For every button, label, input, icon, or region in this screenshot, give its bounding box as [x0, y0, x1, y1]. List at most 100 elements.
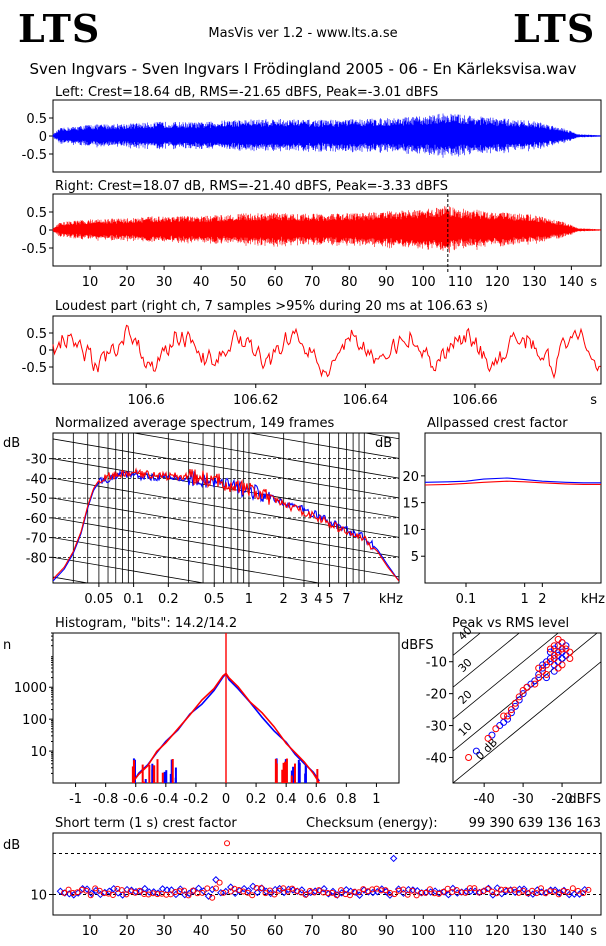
x-tick-label: 70	[304, 275, 321, 290]
short-term-crest-point-right	[284, 888, 291, 895]
slope-gridline	[53, 497, 399, 558]
short-term-crest-ylabel: dB	[3, 838, 20, 853]
x-tick-label: 0.05	[84, 592, 113, 607]
y-tick-label: -0.5	[22, 361, 47, 376]
spectrum-chart: Normalized average spectrum, 149 frames d…	[3, 416, 403, 607]
x-tick-label: 120	[485, 924, 510, 939]
short-term-crest-point-right	[413, 892, 420, 899]
x-tick-label: 20	[119, 275, 136, 290]
short-term-crest-point-left	[92, 886, 100, 895]
short-term-crest-point-right	[529, 887, 536, 894]
peak-vs-rms-point-right	[542, 670, 550, 678]
short-term-crest-point-right	[418, 889, 425, 896]
short-term-crest-point-left	[244, 887, 253, 895]
short-term-crest-point-right	[564, 889, 571, 896]
peak-vs-rms-point-left	[500, 718, 508, 726]
short-term-crest-point-right	[280, 885, 287, 892]
y-tick-label: -0.5	[22, 148, 47, 163]
x-tick-label: 30	[156, 275, 173, 290]
x-unit-label: s	[590, 393, 597, 408]
x-tick-label: 50	[230, 924, 247, 939]
short-term-crest-point-left	[298, 886, 306, 894]
x-unit-label: s	[590, 924, 597, 939]
short-term-crest-point-right	[109, 892, 116, 899]
left-waveform-title: Left: Crest=18.64 dB, RMS=-21.65 dBFS, P…	[55, 85, 438, 100]
short-term-crest-point-right	[176, 888, 183, 895]
short-term-crest-point-left	[262, 887, 270, 896]
x-tick-label: 50	[230, 275, 247, 290]
x-tick-label: 106.62	[233, 393, 279, 408]
short-term-crest-point-right	[204, 885, 211, 892]
x-tick-label: -40	[474, 792, 495, 807]
x-tick-label: -1	[69, 792, 82, 807]
y-tick-label: 0.5	[26, 112, 47, 127]
short-term-crest-point-right	[87, 892, 94, 899]
short-term-crest-chart: Short term (1 s) crest factor Checksum (e…	[3, 816, 602, 939]
x-tick-label: 140	[559, 924, 584, 939]
short-term-crest-point-left	[167, 886, 176, 894]
peak-vs-rms-point-right	[492, 725, 500, 733]
crest-diagonal	[453, 661, 601, 783]
x-tick-label: 110	[448, 924, 473, 939]
short-term-crest-point-right	[163, 891, 170, 898]
x-tick-label: -0.2	[183, 792, 208, 807]
short-term-crest-point-right	[101, 890, 108, 897]
x-tick-label: 40	[193, 924, 210, 939]
short-term-crest-point-right	[569, 885, 576, 892]
short-term-crest-point-left	[431, 887, 439, 895]
x-tick-label: 80	[341, 275, 358, 290]
peak-vs-rms-point-right	[504, 712, 512, 720]
short-term-crest-point-right	[302, 891, 309, 898]
peak-vs-rms-frame	[452, 632, 602, 784]
peak-vs-rms-point-left	[550, 667, 558, 675]
short-term-crest-point-right	[324, 890, 331, 897]
short-term-crest-point-right	[346, 892, 353, 899]
peak-vs-rms-point-right	[519, 686, 527, 694]
short-term-crest-point-left	[449, 884, 457, 893]
x-unit-label: dBFS	[568, 792, 601, 807]
short-term-crest-point-left	[118, 891, 127, 899]
y-tick-label: 15	[402, 497, 419, 512]
short-term-crest-point-right	[320, 889, 327, 896]
x-tick-label: 0.2	[158, 592, 179, 607]
short-term-crest-point-right	[426, 886, 433, 893]
short-term-crest-point-right	[493, 890, 500, 897]
peak-vs-rms-point-right	[484, 734, 492, 742]
x-tick-label: 130	[522, 924, 547, 939]
short-term-crest-point-left	[520, 885, 528, 893]
y-tick-label: -40	[426, 751, 447, 766]
x-tick-label: 100	[411, 924, 436, 939]
right-waveform-chart: Right: Crest=18.07 dB, RMS=-21.40 dBFS, …	[22, 179, 602, 290]
short-term-crest-point-right	[333, 892, 340, 899]
short-term-crest-point-left	[56, 887, 65, 895]
short-term-crest-point-right	[96, 887, 103, 894]
short-term-crest-point-right	[74, 889, 81, 896]
x-tick-label: 106.66	[452, 393, 498, 408]
short-term-crest-point-right	[533, 890, 540, 897]
spectrum-title: Normalized average spectrum, 149 frames	[55, 416, 334, 431]
x-tick-label: 7	[342, 592, 350, 607]
short-term-crest-point-right	[185, 892, 192, 899]
checksum-value: 99 390 639 136 163	[469, 816, 601, 831]
x-tick-label: 40	[193, 275, 210, 290]
crest-diagonal-label: 0 dB	[473, 736, 500, 763]
short-term-crest-point-right	[275, 887, 282, 894]
short-term-crest-point-left	[413, 887, 422, 895]
short-term-crest-point-right	[209, 894, 216, 901]
allpassed-crest-ylabel: dB	[375, 436, 392, 451]
x-tick-label: 80	[341, 924, 358, 939]
slope-gridline	[53, 438, 399, 499]
short-term-crest-point-left	[65, 890, 73, 898]
x-tick-label: 3	[300, 592, 308, 607]
short-term-crest-point-left	[342, 886, 350, 894]
peak-vs-rms-point-right	[554, 635, 562, 643]
short-term-crest-point-right	[253, 884, 260, 891]
short-term-crest-point-right	[338, 887, 345, 894]
y-tick-label: 5	[411, 550, 419, 565]
left-waveform-waveform-trace	[52, 113, 601, 158]
short-term-crest-point-left	[212, 876, 220, 884]
short-term-crest-point-right	[227, 888, 234, 895]
x-tick-label: 60	[267, 924, 284, 939]
short-term-crest-point-right	[355, 889, 362, 896]
